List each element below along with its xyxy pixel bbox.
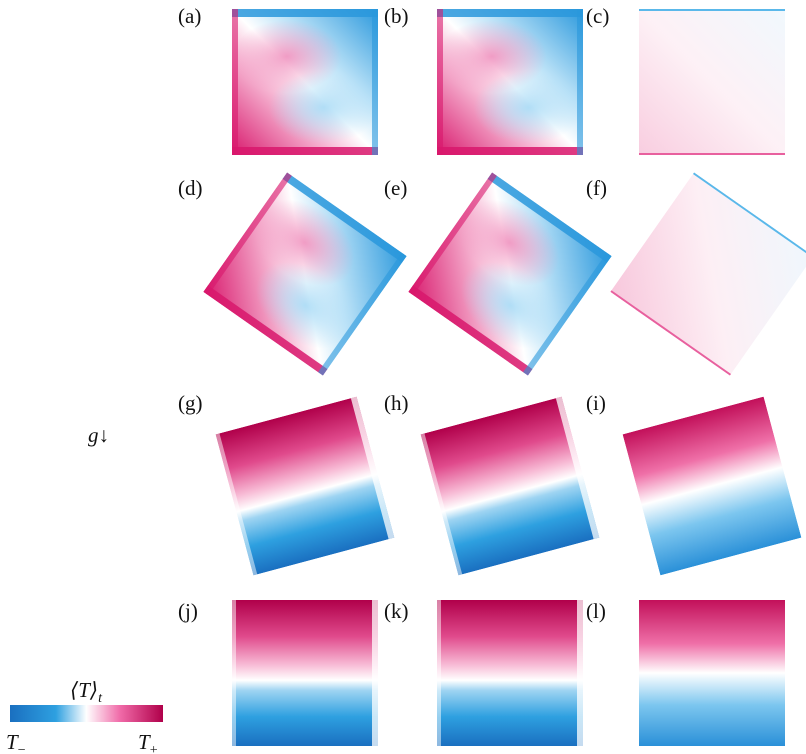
panel-label-j: (j) (178, 599, 198, 623)
panel-label-f: (f) (586, 176, 607, 200)
colorbar-title: ⟨T⟩t (70, 678, 103, 706)
panel-k (437, 600, 583, 746)
panel-l (639, 600, 785, 746)
panel-label-e: (e) (384, 176, 407, 200)
panel-e (408, 172, 612, 376)
panel-b (437, 9, 583, 155)
panel-label-c: (c) (586, 4, 609, 28)
panel-g (215, 396, 395, 576)
panel-label-d: (d) (178, 176, 203, 200)
colorbar-min-label: T− (6, 730, 26, 754)
panel-h (420, 396, 600, 576)
colorbar: ⟨T⟩t T− T+ (6, 678, 163, 754)
panel-label-i: (i) (586, 391, 606, 415)
panel-label-h: (h) (384, 391, 409, 415)
panel-label-b: (b) (384, 4, 409, 28)
panel-j (232, 600, 378, 746)
gravity-label: g↓ (88, 423, 109, 447)
panel-label-l: (l) (586, 599, 606, 623)
panel-c (639, 9, 785, 155)
panel-f (610, 172, 806, 376)
colorbar-gradient (10, 705, 163, 722)
panel-d (203, 172, 407, 376)
panel-a (232, 9, 378, 155)
panel-i (622, 396, 802, 576)
colorbar-max-label: T+ (138, 730, 158, 754)
panel-label-a: (a) (178, 4, 201, 28)
panel-label-g: (g) (178, 391, 203, 415)
panel-label-k: (k) (384, 599, 409, 623)
